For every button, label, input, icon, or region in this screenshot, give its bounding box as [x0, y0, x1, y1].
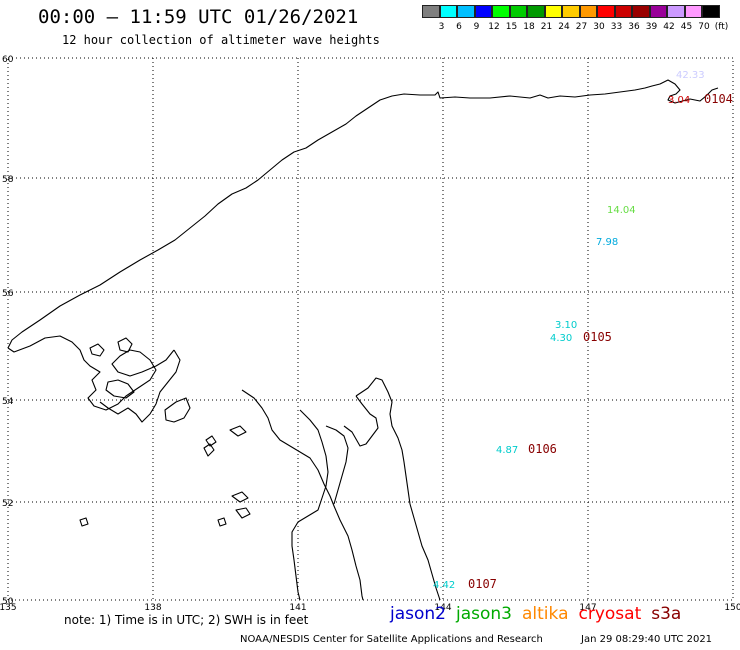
scale-label: 36	[628, 22, 640, 32]
scale-label: 42	[663, 22, 675, 32]
satellite-jason3: jason3	[456, 604, 512, 624]
island-3	[89, 343, 105, 357]
wave-height-value: 3.04	[668, 95, 690, 106]
generated-timestamp: Jan 29 08:29:40 UTC 2021	[581, 634, 713, 645]
satellite-jason2: jason2	[390, 604, 446, 624]
scale-label: 70	[698, 22, 710, 32]
wave-height-value: 4.30	[550, 333, 572, 344]
lat-lon-grid	[7, 57, 734, 601]
island-4	[164, 397, 191, 423]
wave-height-value: 42.33	[676, 70, 705, 81]
scale-swatch	[527, 5, 545, 18]
lon-label: 141	[289, 603, 306, 613]
scale-swatch	[474, 5, 492, 18]
scale-swatch	[562, 5, 580, 18]
scale-swatch	[492, 5, 510, 18]
scale-label: 33	[610, 22, 623, 32]
island-9	[217, 517, 227, 527]
units-note: note: 1) Time is in UTC; 2) SWH is in fe…	[64, 613, 309, 627]
scale-label: 9	[473, 22, 480, 32]
scale-label: 30	[593, 22, 605, 32]
wave-height-value: 4.42	[433, 580, 455, 591]
sakhalin-west	[343, 395, 379, 447]
credit-line: NOAA/NESDIS Center for Satellite Applica…	[240, 634, 543, 645]
lon-label: 135	[0, 603, 17, 613]
satellite-cryosat: cryosat	[578, 604, 642, 624]
day-label: 0107	[468, 577, 497, 591]
scale-swatch	[667, 5, 685, 18]
scale-label: 3	[438, 22, 445, 32]
satellite-legend: jason2 jason3 altika cryosat s3a	[390, 604, 691, 624]
shelikhov-coast	[99, 349, 181, 423]
scale-label: 18	[523, 22, 535, 32]
island-7	[231, 491, 249, 503]
day-label: 0104	[704, 92, 733, 106]
scale-swatch	[649, 5, 667, 18]
sakhalin-coast	[291, 409, 329, 601]
scale-swatch	[422, 5, 440, 18]
scale-label: 21	[540, 22, 553, 32]
scale-label: 12	[488, 22, 500, 32]
lon-label: 138	[144, 603, 161, 613]
coastline	[7, 79, 719, 601]
satellite-s3a: s3a	[651, 604, 682, 624]
wave-height-value: 7.98	[596, 237, 618, 248]
scale-swatch	[597, 5, 615, 18]
scale-label: (ft)	[714, 22, 729, 32]
scale-label: 6	[456, 22, 462, 32]
wave-height-value: 4.87	[496, 445, 518, 456]
map-frame	[7, 57, 734, 601]
lat-label: 52	[2, 499, 13, 509]
day-label: 0105	[583, 330, 612, 344]
coast-east-1	[241, 389, 364, 601]
scale-swatch	[632, 5, 650, 18]
lat-label: 58	[2, 175, 14, 185]
river-estuary	[325, 425, 349, 505]
wave-height-value: 3.10	[555, 320, 577, 331]
island-1	[105, 379, 135, 399]
wave-observations: 42.33 3.04 14.04 7.98 3.10 4.30 4.87 4.42 0104 01…	[433, 70, 733, 591]
scale-label: 39	[645, 22, 658, 32]
island-8	[235, 507, 251, 519]
scale-swatch	[684, 5, 702, 18]
lon-label: 147	[579, 603, 596, 613]
island-11	[205, 435, 217, 447]
island-10	[79, 517, 89, 527]
wave-height-value: 14.04	[607, 205, 636, 216]
scale-swatch	[439, 5, 457, 18]
map-subtitle: 12 hour collection of altimeter wave hei…	[62, 33, 380, 47]
scale-label: 24	[558, 22, 570, 32]
western-coast	[7, 335, 175, 411]
scale-swatch	[544, 5, 562, 18]
island-5	[203, 443, 215, 457]
scale-label: 45	[680, 22, 693, 32]
scale-label: 27	[575, 22, 588, 32]
lat-label: 50	[2, 597, 14, 607]
lon-label: 144	[434, 603, 451, 613]
map-title: 00:00 – 11:59 UTC 01/26/2021	[38, 6, 359, 28]
mainland-coast	[7, 79, 719, 349]
island-6	[229, 425, 247, 437]
sakhalin-east	[355, 377, 441, 601]
island-2	[117, 337, 133, 353]
scale-swatch	[579, 5, 597, 18]
scale-swatch	[702, 5, 720, 18]
lon-label: 150	[724, 603, 740, 613]
scale-swatch	[614, 5, 632, 18]
satellite-altika: altika	[522, 604, 569, 624]
wave-height-color-scale: 3 6 9 12 15 18 21 24 27 30 33 36 39 42 45 70 (ft)	[422, 5, 728, 32]
scale-label: 15	[505, 22, 518, 32]
lat-label: 60	[2, 55, 14, 65]
scale-swatch	[457, 5, 475, 18]
lat-label: 54	[2, 397, 14, 407]
lat-label: 56	[2, 289, 14, 299]
day-label: 0106	[528, 442, 557, 456]
scale-swatch	[509, 5, 527, 18]
